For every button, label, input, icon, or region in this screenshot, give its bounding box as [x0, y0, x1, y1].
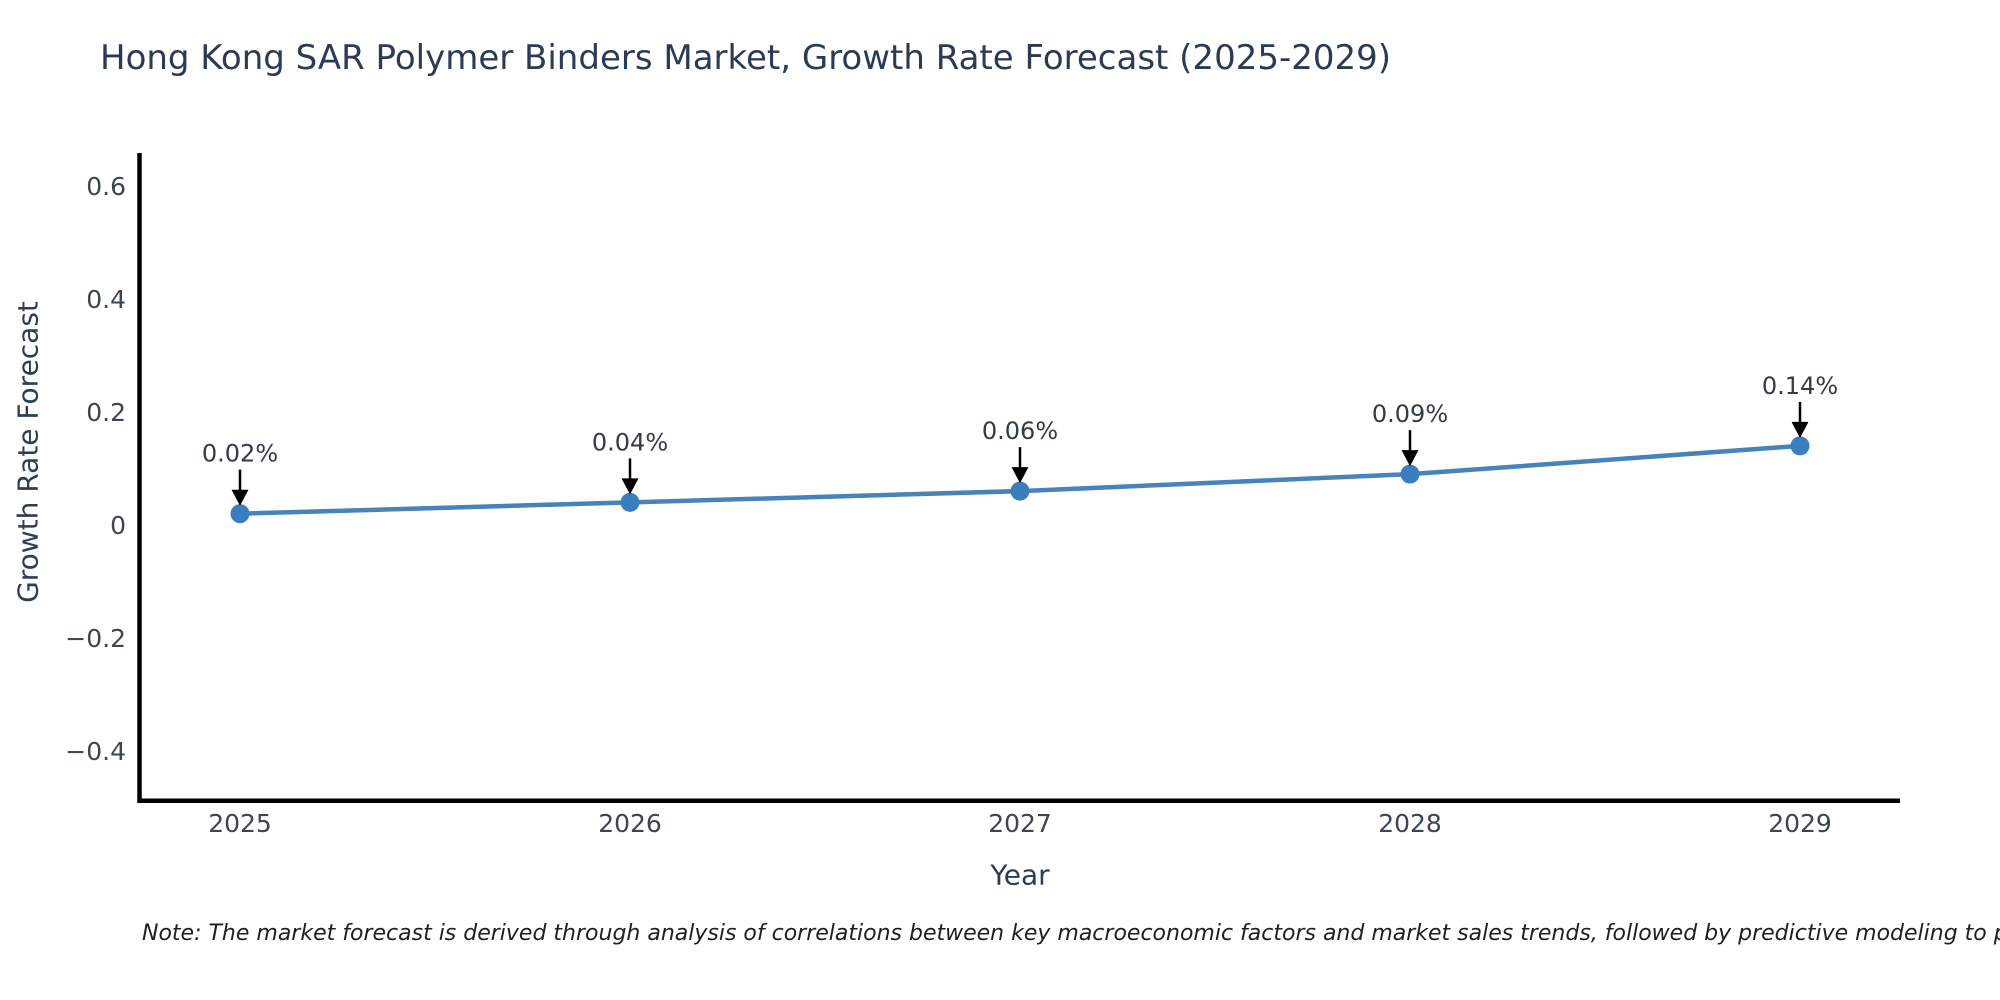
- data-point: [1790, 436, 1810, 456]
- chart-title: Hong Kong SAR Polymer Binders Market, Gr…: [100, 38, 1392, 78]
- annotation-arrow-head: [231, 489, 249, 506]
- y-tick-label: 0.6: [86, 172, 126, 201]
- x-tick-label: 2027: [988, 809, 1052, 838]
- data-point: [230, 504, 250, 524]
- y-tick-label: −0.2: [65, 624, 126, 653]
- annotation-arrow-head: [621, 478, 639, 495]
- annotation-arrow-head: [1401, 450, 1419, 467]
- point-annotation: 0.06%: [982, 417, 1058, 445]
- data-point: [1010, 481, 1030, 501]
- x-axis-title: Year: [990, 858, 1050, 892]
- data-point: [620, 492, 640, 512]
- y-tick-label: 0.2: [86, 398, 126, 427]
- x-tick-label: 2029: [1768, 809, 1832, 838]
- y-tick-label: 0.4: [86, 285, 126, 314]
- point-annotation: 0.02%: [202, 440, 278, 468]
- annotation-arrow-head: [1791, 421, 1809, 438]
- y-tick-label: 0: [110, 511, 126, 540]
- data-point: [1400, 464, 1420, 484]
- point-annotation: 0.09%: [1372, 400, 1448, 428]
- axis-spines: [137, 153, 1900, 803]
- y-tick-label: −0.4: [65, 737, 126, 766]
- x-tick-label: 2025: [208, 809, 272, 838]
- point-annotation: 0.04%: [592, 428, 668, 456]
- x-tick-label: 2028: [1378, 809, 1442, 838]
- x-tick-label: 2026: [598, 809, 662, 838]
- footnote: Note: The market forecast is derived thr…: [142, 921, 2000, 946]
- point-annotation: 0.14%: [1762, 372, 1838, 400]
- annotation-arrow-head: [1011, 467, 1029, 484]
